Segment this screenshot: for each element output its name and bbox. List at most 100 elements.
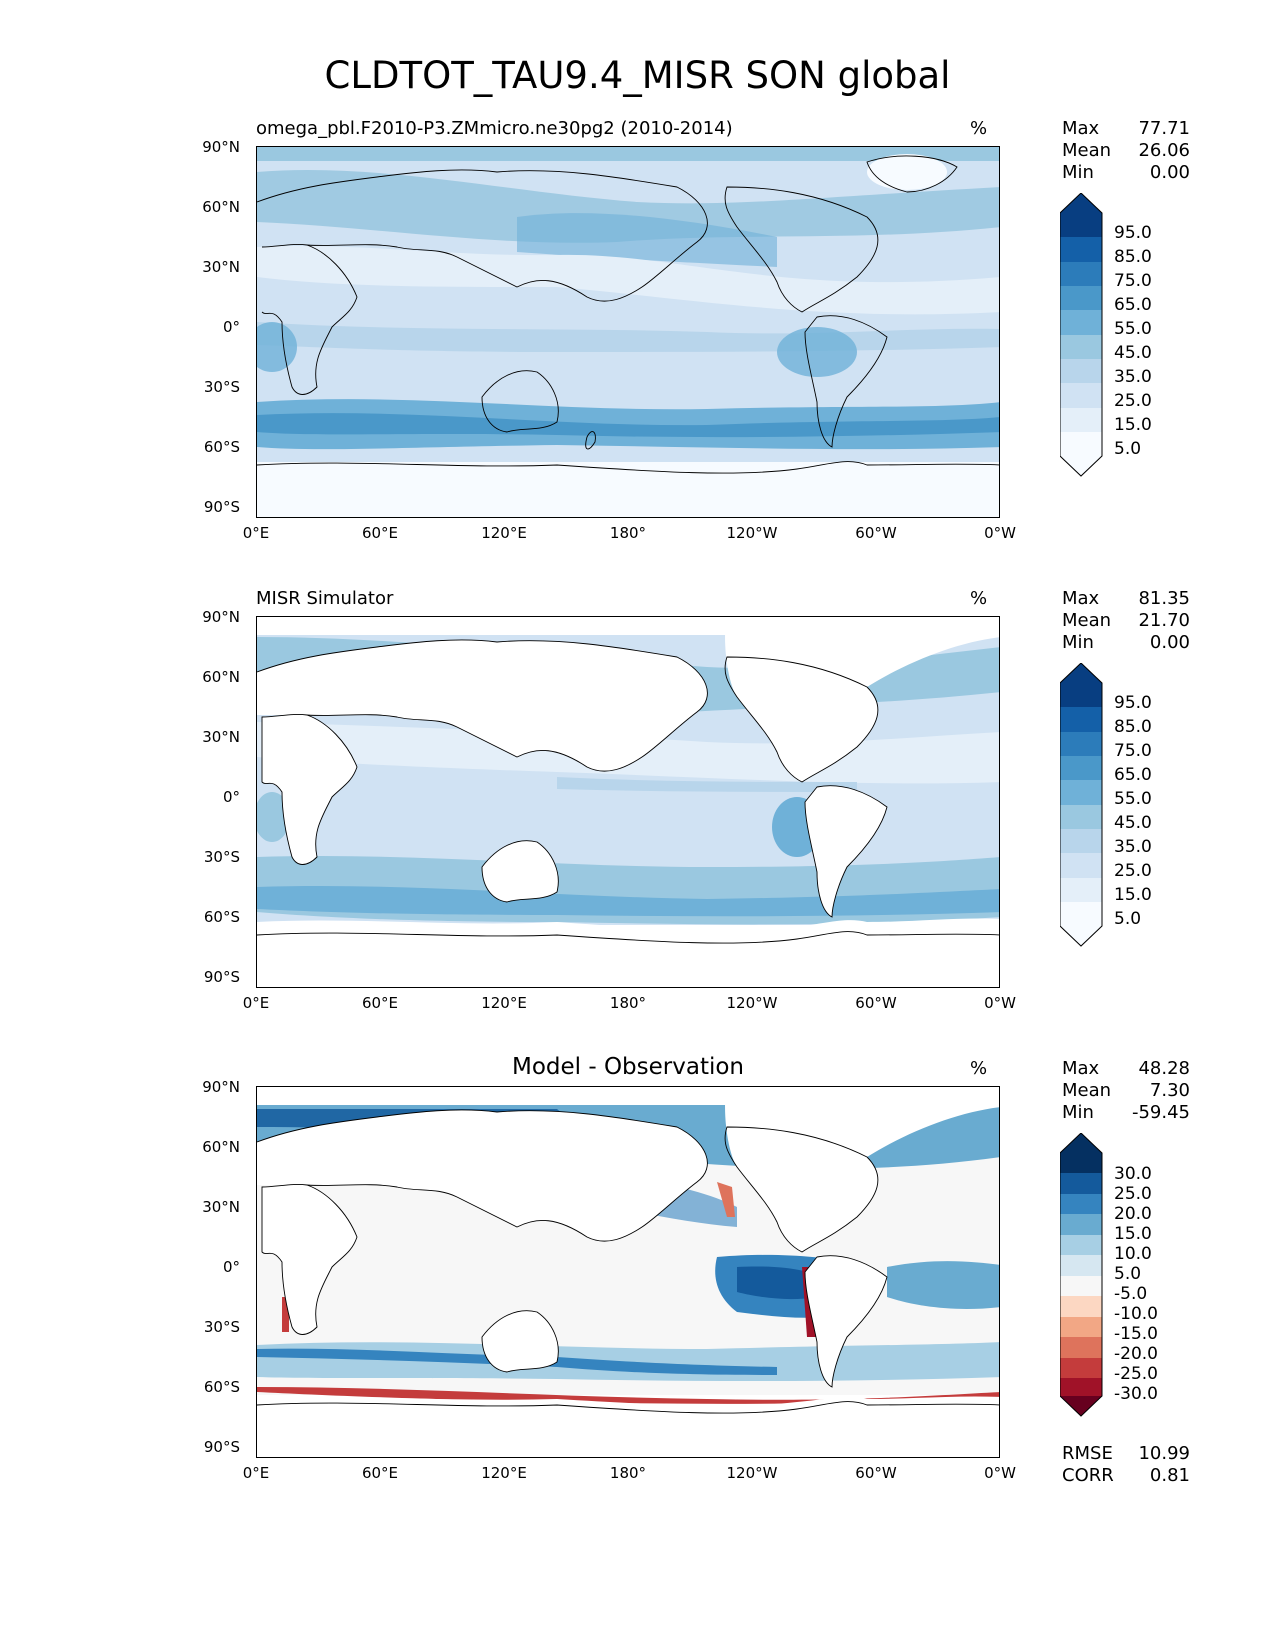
model-cb-seg-4 bbox=[1060, 310, 1102, 335]
model-panel: omega_pbl.F2010-P3.ZMmicro.ne30pg2 (2010… bbox=[0, 118, 1275, 578]
model-greenland bbox=[867, 154, 947, 190]
model-ytick-60s: 60°S bbox=[203, 438, 240, 456]
obs-stat-min-label: Min bbox=[1062, 632, 1094, 653]
diff-stat-rmse-label: RMSE bbox=[1062, 1443, 1113, 1464]
diff-land-north-america bbox=[725, 1087, 999, 1252]
diff-land bbox=[257, 1087, 999, 1457]
obs-panel: MISR Simulator % bbox=[0, 588, 1275, 1048]
model-coast-south-america bbox=[804, 315, 888, 448]
model-ytick-90n: 90°N bbox=[202, 138, 240, 156]
obs-xtick-120w: 120°W bbox=[726, 994, 778, 1012]
obs-ytick-30n: 30°N bbox=[202, 728, 240, 746]
model-cb-seg-8 bbox=[1060, 408, 1102, 432]
model-cb-seg-9 bbox=[1060, 432, 1102, 456]
diff-cb-seg-8 bbox=[1060, 1317, 1102, 1337]
model-xtick-180: 180° bbox=[609, 524, 647, 542]
obs-cb-tick-35: 35.0 bbox=[1114, 837, 1152, 857]
diff-stat-max-label: Max bbox=[1062, 1058, 1100, 1079]
obs-coast-north-america bbox=[724, 656, 879, 783]
diff-xtick-120e: 120°E bbox=[481, 1464, 527, 1482]
diff-land-antarctica bbox=[257, 1396, 999, 1457]
diff-extra-stats: RMSE 10.99 CORR 0.81 bbox=[1062, 1443, 1190, 1487]
model-cb-tick-95: 95.0 bbox=[1114, 223, 1152, 243]
obs-cb-tick-95: 95.0 bbox=[1114, 693, 1152, 713]
diff-stat-corr-label: CORR bbox=[1062, 1465, 1114, 1486]
obs-xtick-180: 180° bbox=[609, 994, 647, 1012]
obs-land-antarctica bbox=[257, 918, 999, 987]
obs-colorbar bbox=[1060, 663, 1103, 947]
model-cb-tick-15: 15.0 bbox=[1114, 415, 1152, 435]
model-cb-seg-2 bbox=[1060, 262, 1102, 286]
model-colorbar bbox=[1060, 193, 1103, 477]
obs-stats: Max 81.35 Mean 21.70 Min 0.00 bbox=[1062, 588, 1190, 654]
model-stat-min-label: Min bbox=[1062, 162, 1094, 183]
obs-xtick-0w: 0°W bbox=[984, 994, 1016, 1012]
diff-cb-seg-0 bbox=[1060, 1153, 1102, 1173]
obs-stratocumulus-af bbox=[257, 792, 290, 842]
obs-xtick-60e: 60°E bbox=[361, 994, 399, 1012]
figure-title: CLDTOT_TAU9.4_MISR SON global bbox=[324, 54, 951, 97]
model-ytick-30n: 30°N bbox=[202, 258, 240, 276]
model-band-subtropic-clear bbox=[257, 245, 999, 315]
obs-cb-seg-1 bbox=[1060, 707, 1102, 732]
diff-cb-tick-neg15: -15.0 bbox=[1114, 1324, 1158, 1344]
diff-ytick-30s: 30°S bbox=[203, 1318, 240, 1336]
obs-coastlines bbox=[257, 639, 999, 944]
diff-map bbox=[256, 1086, 1000, 1458]
diff-ytick-90s: 90°S bbox=[203, 1438, 240, 1456]
obs-cb-tick-45: 45.0 bbox=[1114, 813, 1152, 833]
obs-land-arctic bbox=[257, 617, 999, 635]
obs-ytick-60s: 60°S bbox=[203, 908, 240, 926]
diff-cb-tick-10: 10.0 bbox=[1114, 1244, 1152, 1264]
obs-southern-ocean-core bbox=[257, 885, 999, 917]
model-band-southern-ocean-core bbox=[257, 413, 999, 438]
diff-cb-seg-4 bbox=[1060, 1235, 1102, 1255]
model-cb-tick-55: 55.0 bbox=[1114, 319, 1152, 339]
diff-cb-tick-neg20: -20.0 bbox=[1114, 1344, 1158, 1364]
obs-cb-tick-5: 5.0 bbox=[1114, 909, 1142, 929]
obs-cb-seg-7 bbox=[1060, 853, 1102, 878]
model-cb-tick-75: 75.0 bbox=[1114, 271, 1152, 291]
model-cb-tick-65: 65.0 bbox=[1114, 295, 1152, 315]
diff-cb-tick-neg25: -25.0 bbox=[1114, 1364, 1158, 1384]
diff-stat-mean-label: Mean bbox=[1062, 1080, 1112, 1101]
diff-cb-tick-30: 30.0 bbox=[1114, 1164, 1152, 1184]
obs-land-south-america bbox=[804, 785, 888, 918]
model-cb-top-arrow bbox=[1060, 193, 1102, 213]
obs-cb-top-arrow bbox=[1060, 663, 1102, 683]
model-cb-tick-45: 45.0 bbox=[1114, 343, 1152, 363]
model-coast-africa bbox=[261, 244, 358, 395]
diff-cb-seg-1 bbox=[1060, 1173, 1102, 1194]
diff-stat-min-label: Min bbox=[1062, 1102, 1094, 1123]
diff-cb-tick-neg10: -10.0 bbox=[1114, 1304, 1158, 1324]
diff-coast-south-america bbox=[804, 1255, 888, 1388]
obs-cb-tick-15: 15.0 bbox=[1114, 885, 1152, 905]
obs-cb-tick-65: 65.0 bbox=[1114, 765, 1152, 785]
model-stat-max: 77.71 bbox=[1138, 118, 1190, 139]
model-ytick-60n: 60°N bbox=[202, 198, 240, 216]
obs-stat-mean: 21.70 bbox=[1138, 610, 1190, 631]
obs-xtick-120e: 120°E bbox=[481, 994, 527, 1012]
obs-stat-max-label: Max bbox=[1062, 588, 1100, 609]
diff-stat-mean: 7.30 bbox=[1149, 1080, 1190, 1101]
diff-california-negative bbox=[717, 1182, 735, 1217]
obs-cb-seg-5 bbox=[1060, 805, 1102, 829]
model-map bbox=[256, 146, 1000, 518]
diff-equatorial-core bbox=[737, 1266, 817, 1300]
diff-coastlines-outline bbox=[257, 1109, 999, 1414]
model-stat-mean-label: Mean bbox=[1062, 140, 1112, 161]
diff-cb-seg-10 bbox=[1060, 1358, 1102, 1378]
model-cb-seg-0 bbox=[1060, 213, 1102, 237]
diff-xtick-0w: 0°W bbox=[984, 1464, 1016, 1482]
model-coast-australia bbox=[481, 370, 559, 433]
obs-ytick-0: 0° bbox=[222, 788, 240, 806]
diff-coast-eurasia bbox=[257, 1109, 708, 1242]
model-coast-nz bbox=[585, 431, 596, 450]
obs-xtick-60w: 60°W bbox=[855, 994, 897, 1012]
diff-stats: Max 48.28 Mean 7.30 Min -59.45 bbox=[1062, 1058, 1190, 1124]
obs-stat-mean-label: Mean bbox=[1062, 610, 1112, 631]
diff-stat-min: -59.45 bbox=[1131, 1102, 1190, 1123]
diff-cb-seg-3 bbox=[1060, 1214, 1102, 1235]
diff-ytick-30n: 30°N bbox=[202, 1198, 240, 1216]
model-stat-min: 0.00 bbox=[1149, 162, 1190, 183]
